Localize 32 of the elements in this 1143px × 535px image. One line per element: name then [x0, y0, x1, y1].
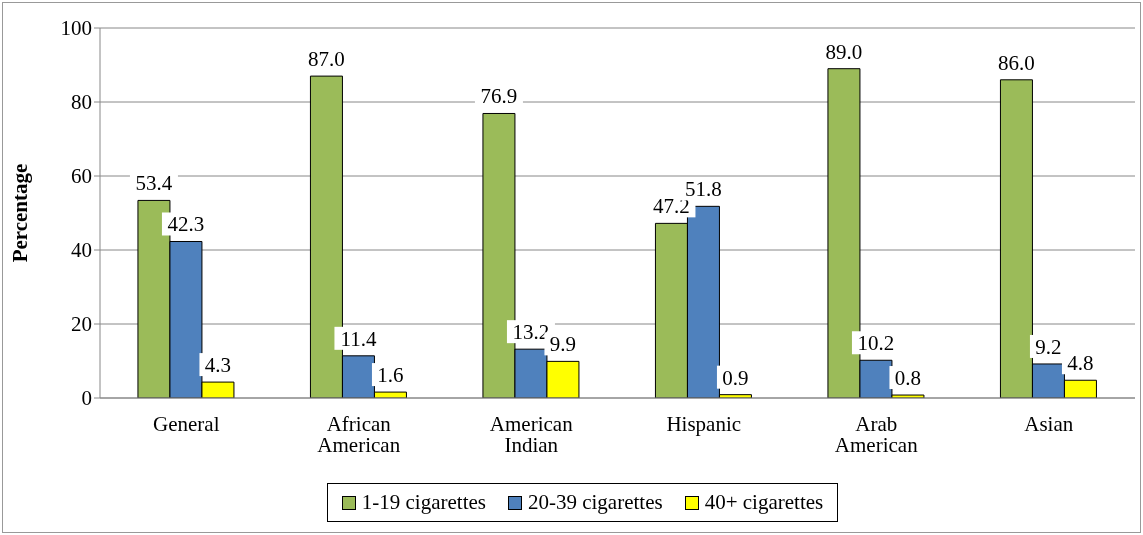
data-label: 1.6: [377, 363, 404, 388]
data-label: 9.2: [1035, 334, 1062, 359]
data-label: 42.3: [167, 212, 205, 237]
data-label: 0.8: [894, 366, 922, 391]
x-tick-label: Hispanic: [666, 411, 742, 436]
data-label: 53.4: [135, 171, 173, 196]
x-tick-label: General: [153, 411, 220, 436]
data-label: 86.0: [998, 50, 1035, 75]
y-tick-label: 80: [71, 90, 92, 115]
y-tick-label: 0: [81, 386, 92, 411]
x-tick-label: Asian: [1024, 411, 1074, 436]
data-label: 10.2: [857, 331, 895, 356]
legend-label: 1-19 cigarettes: [360, 490, 486, 515]
data-label: 76.9: [480, 84, 518, 109]
data-label: 13.2: [512, 320, 550, 345]
x-tick-label: Arab American: [834, 411, 919, 457]
data-label: 89.0: [825, 39, 863, 64]
data-label: 4.8: [1067, 351, 1094, 376]
y-tick-label: 40: [71, 238, 92, 263]
data-label: 11.4: [340, 326, 377, 351]
y-tick-label: 20: [71, 312, 92, 337]
x-tick-label: American Indian: [489, 411, 574, 457]
legend-label: 40+ cigarettes: [703, 490, 824, 515]
x-tick-label: African American: [317, 411, 401, 457]
y-axis-title: Percentage: [8, 163, 33, 263]
legend-label: 20-39 cigarettes: [526, 490, 663, 515]
data-label: 4.3: [204, 353, 232, 378]
data-label: 9.9: [549, 332, 577, 357]
data-label: 87.0: [308, 47, 345, 72]
y-tick-label: 60: [71, 164, 92, 189]
data-label: 0.9: [722, 365, 749, 390]
y-tick-label: 100: [60, 16, 92, 41]
